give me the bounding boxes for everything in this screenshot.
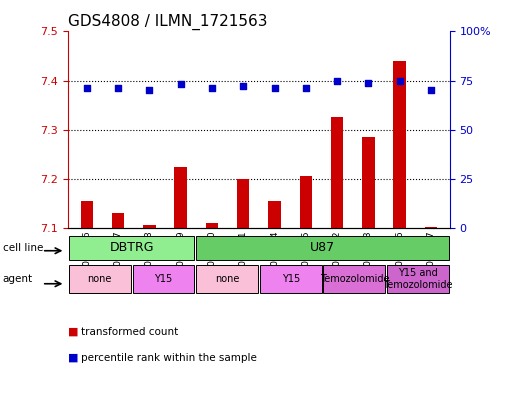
Point: [333, 77, 342, 84]
Text: Y15: Y15: [154, 274, 173, 284]
Point: [364, 79, 372, 86]
Text: Y15 and
Temozolomide: Y15 and Temozolomide: [383, 268, 453, 290]
Bar: [237, 179, 249, 393]
Bar: [132, 265, 195, 293]
Text: ■: ■: [68, 327, 78, 337]
Bar: [323, 265, 385, 293]
Point: [176, 81, 185, 88]
Text: DBTRG: DBTRG: [109, 241, 154, 254]
Point: [395, 77, 404, 84]
Text: agent: agent: [3, 274, 33, 284]
Text: Temozolomide: Temozolomide: [320, 274, 389, 284]
Point: [270, 85, 279, 92]
Bar: [196, 265, 258, 293]
Text: cell line: cell line: [3, 243, 43, 253]
Bar: [174, 167, 187, 393]
Text: ■: ■: [68, 353, 78, 363]
Bar: [260, 265, 322, 293]
Bar: [112, 213, 124, 393]
Text: none: none: [88, 274, 112, 284]
Text: GDS4808 / ILMN_1721563: GDS4808 / ILMN_1721563: [68, 14, 267, 30]
Point: [208, 85, 216, 92]
Bar: [69, 265, 131, 293]
Point: [239, 83, 247, 90]
Point: [302, 85, 310, 92]
Point: [83, 85, 91, 92]
Text: none: none: [215, 274, 239, 284]
Bar: [393, 61, 406, 393]
Bar: [362, 137, 374, 393]
Text: Y15: Y15: [281, 274, 300, 284]
Point: [145, 87, 154, 94]
Bar: [206, 223, 218, 393]
Bar: [69, 236, 195, 260]
Bar: [81, 201, 93, 393]
Text: percentile rank within the sample: percentile rank within the sample: [81, 353, 257, 363]
Bar: [387, 265, 449, 293]
Text: transformed count: transformed count: [81, 327, 178, 337]
Bar: [300, 176, 312, 393]
Point: [427, 87, 435, 94]
Bar: [196, 236, 449, 260]
Bar: [143, 226, 156, 393]
Point: [114, 85, 122, 92]
Text: U87: U87: [310, 241, 335, 254]
Bar: [268, 201, 281, 393]
Bar: [331, 118, 344, 393]
Bar: [425, 227, 437, 393]
